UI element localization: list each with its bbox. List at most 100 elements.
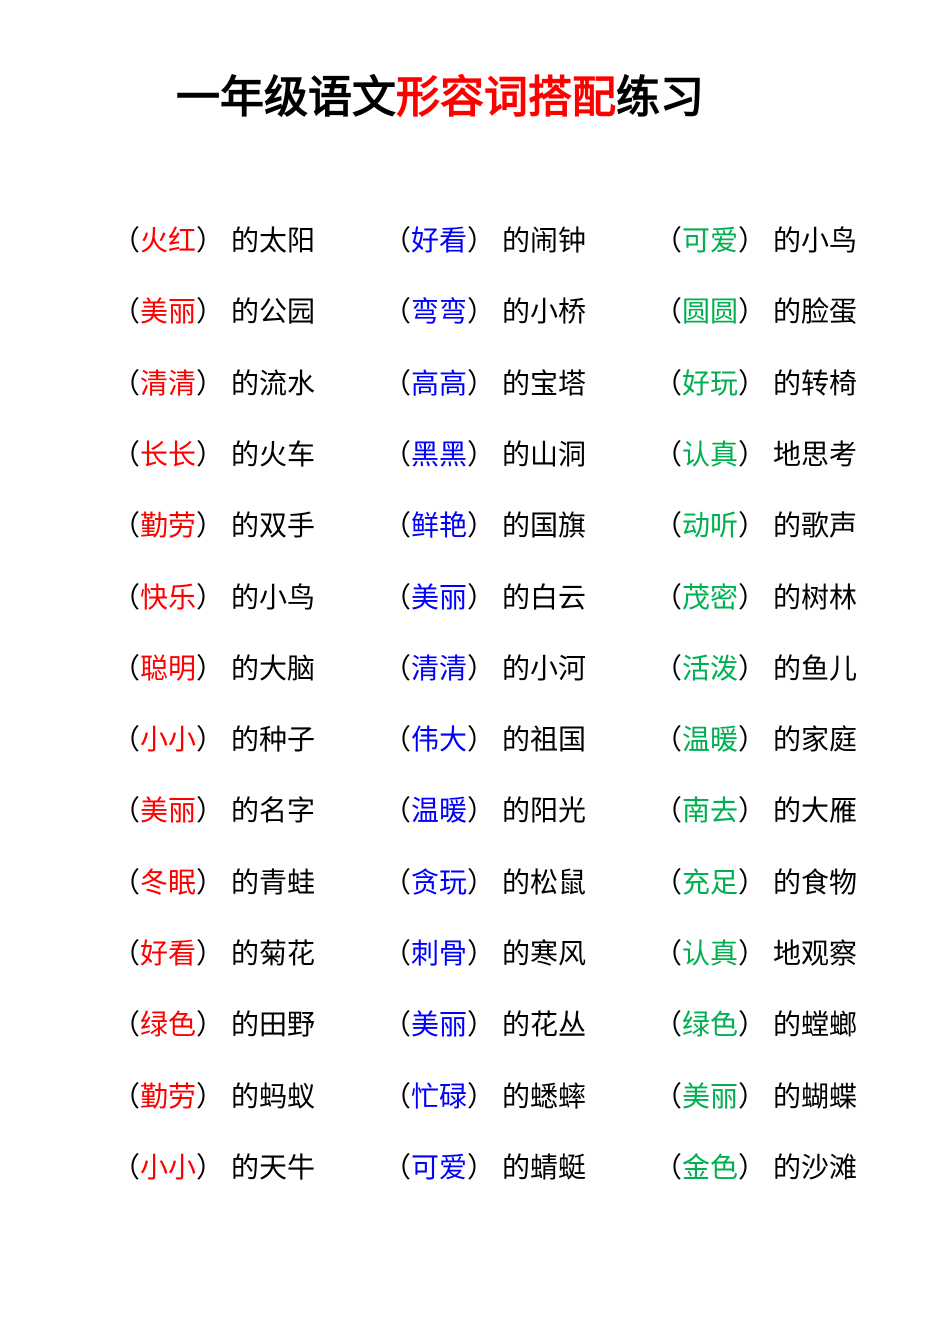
close-paren: ） [738, 1080, 767, 1112]
noun-phrase-text: 的小河 [502, 652, 587, 684]
phrase-item: （圆圆）的脸蛋 [654, 277, 925, 348]
close-paren: ） [467, 795, 496, 827]
adjective-text: 好看 [140, 938, 197, 969]
open-paren: （ [383, 795, 412, 827]
open-paren: （ [112, 724, 141, 756]
noun-phrase-text: 的食物 [773, 866, 858, 898]
open-paren: （ [654, 1080, 683, 1112]
close-paren: ） [196, 795, 225, 827]
adjective-text: 温暖 [682, 724, 739, 756]
adjective-text: 清清 [140, 367, 197, 399]
open-paren: （ [654, 225, 683, 257]
noun-phrase-text: 的蟋蟀 [502, 1080, 587, 1112]
noun-phrase-text: 的蜻蜓 [502, 1151, 587, 1183]
phrase-item: （高高）的宝塔 [383, 348, 654, 419]
close-paren: ） [196, 652, 225, 684]
adjective-text: 刺骨 [411, 938, 468, 969]
noun-phrase-text: 的螳螂 [773, 1009, 858, 1041]
phrase-item: （温暖）的阳光 [383, 776, 654, 847]
close-paren: ） [738, 1009, 767, 1041]
adjective-text: 温暖 [411, 795, 468, 827]
phrase-item: （小小）的种子 [112, 704, 383, 775]
close-paren: ） [467, 938, 496, 969]
adjective-text: 认真 [682, 938, 739, 969]
noun-phrase-text: 的蚂蚁 [231, 1080, 316, 1112]
noun-phrase-text: 的蝴蝶 [773, 1080, 858, 1112]
phrase-item: （聪明）的大脑 [112, 633, 383, 704]
noun-phrase-text: 的山洞 [502, 438, 587, 470]
close-paren: ） [738, 438, 767, 470]
noun-phrase-text: 的田野 [231, 1009, 316, 1041]
phrase-item: （充足）的食物 [654, 847, 925, 918]
open-paren: （ [654, 795, 683, 827]
close-paren: ） [196, 225, 225, 257]
adjective-text: 忙碌 [411, 1080, 468, 1112]
adjective-text: 鲜艳 [411, 510, 468, 542]
noun-phrase-text: 的流水 [231, 367, 316, 399]
close-paren: ） [467, 296, 496, 328]
open-paren: （ [654, 438, 683, 470]
open-paren: （ [383, 510, 412, 542]
adjective-text: 火红 [140, 225, 197, 257]
open-paren: （ [112, 1151, 141, 1183]
adjective-text: 美丽 [411, 1009, 468, 1041]
open-paren: （ [383, 652, 412, 684]
open-paren: （ [654, 724, 683, 756]
open-paren: （ [654, 1151, 683, 1183]
adjective-text: 伟大 [411, 724, 468, 756]
noun-phrase-text: 的脸蛋 [773, 296, 858, 328]
column-red: （火红）的太阳（美丽）的公园（清清）的流水（长长）的火车（勤劳）的双手（快乐）的… [112, 205, 383, 1203]
phrase-item: （可爱）的小鸟 [654, 205, 925, 276]
phrase-item: （金色）的沙滩 [654, 1132, 925, 1203]
close-paren: ） [467, 510, 496, 542]
phrase-item: （火红）的太阳 [112, 205, 383, 276]
close-paren: ） [196, 1080, 225, 1112]
noun-phrase-text: 地观察 [773, 938, 858, 969]
open-paren: （ [654, 1009, 683, 1041]
phrase-item: （美丽）的白云 [383, 562, 654, 633]
open-paren: （ [383, 296, 412, 328]
phrase-item: （美丽）的名字 [112, 776, 383, 847]
phrase-item: （温暖）的家庭 [654, 704, 925, 775]
phrase-item: （南去）的大雁 [654, 776, 925, 847]
open-paren: （ [112, 510, 141, 542]
close-paren: ） [738, 581, 767, 613]
close-paren: ） [196, 438, 225, 470]
open-paren: （ [654, 296, 683, 328]
title-highlight: 形容词搭配 [396, 73, 616, 122]
phrase-item: （勤劳）的双手 [112, 491, 383, 562]
open-paren: （ [383, 866, 412, 898]
open-paren: （ [654, 581, 683, 613]
noun-phrase-text: 的小桥 [502, 296, 587, 328]
phrase-item: （认真）地思考 [654, 419, 925, 490]
adjective-text: 圆圆 [682, 296, 739, 328]
noun-phrase-text: 的闹钟 [502, 225, 587, 257]
open-paren: （ [383, 1151, 412, 1183]
noun-phrase-text: 的松鼠 [502, 866, 587, 898]
adjective-text: 可爱 [411, 1151, 468, 1183]
open-paren: （ [383, 938, 412, 969]
close-paren: ） [738, 367, 767, 399]
title-prefix: 一年级语文 [176, 73, 396, 122]
open-paren: （ [112, 1080, 141, 1112]
adjective-text: 快乐 [140, 581, 197, 613]
noun-phrase-text: 的名字 [231, 795, 316, 827]
open-paren: （ [383, 225, 412, 257]
open-paren: （ [112, 225, 141, 257]
close-paren: ） [467, 367, 496, 399]
close-paren: ） [738, 652, 767, 684]
adjective-text: 勤劳 [140, 1080, 197, 1112]
noun-phrase-text: 的小鸟 [231, 581, 316, 613]
adjective-text: 南去 [682, 795, 739, 827]
close-paren: ） [738, 296, 767, 328]
close-paren: ） [467, 1009, 496, 1041]
close-paren: ） [467, 225, 496, 257]
noun-phrase-text: 的鱼儿 [773, 652, 858, 684]
phrase-item: （清清）的小河 [383, 633, 654, 704]
noun-phrase-text: 的沙滩 [773, 1151, 858, 1183]
phrase-item: （贪玩）的松鼠 [383, 847, 654, 918]
column-blue: （好看）的闹钟（弯弯）的小桥（高高）的宝塔（黑黑）的山洞（鲜艳）的国旗（美丽）的… [383, 205, 654, 1203]
adjective-text: 长长 [140, 438, 197, 470]
adjective-text: 认真 [682, 438, 739, 470]
